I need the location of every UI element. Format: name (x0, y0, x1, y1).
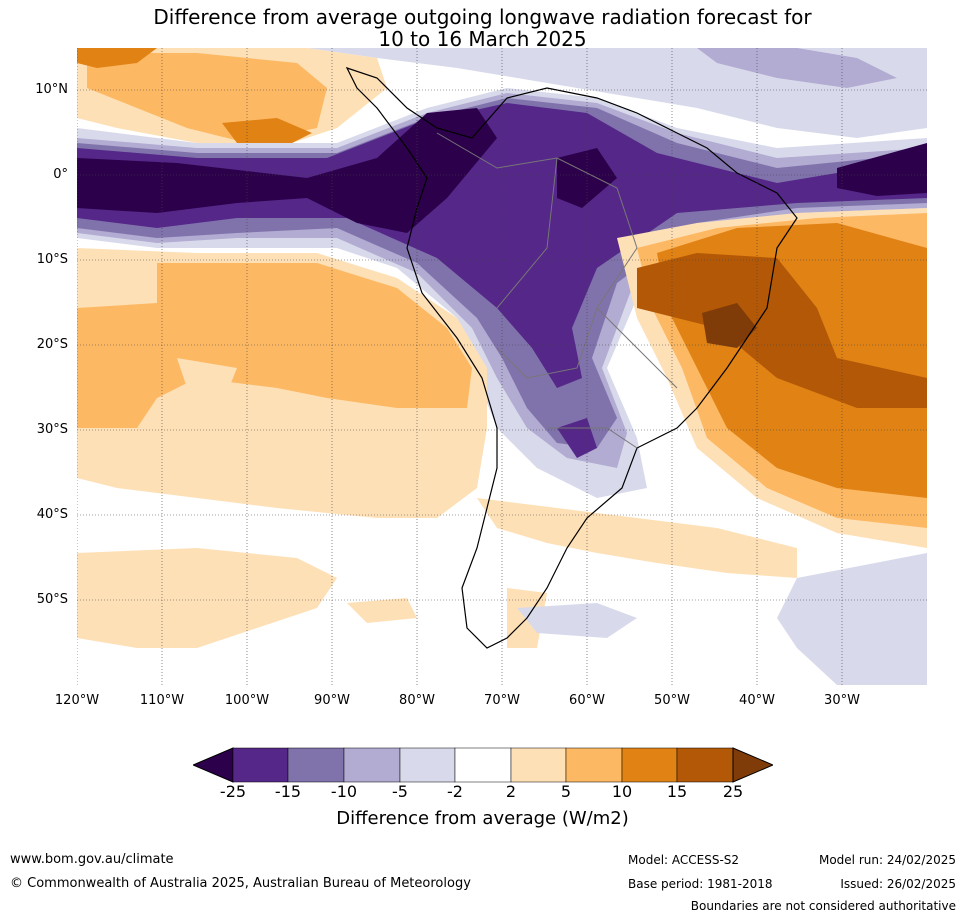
colorbar-tick-m15: -15 (274, 782, 302, 801)
olr-anomaly-map (77, 48, 927, 685)
lon-label-100w: 100°W (224, 693, 270, 708)
colorbar-tick-25: 25 (722, 782, 744, 801)
footer-base-period: Base period: 1981-2018 (628, 877, 773, 891)
colorbar-bin-4 (399, 747, 456, 783)
colorbar-bin-2 (287, 747, 345, 783)
south-america-coastline (345, 66, 798, 649)
colorbar-extend-max (732, 747, 775, 783)
colorbar-tick-m2: -2 (447, 782, 463, 801)
lon-label-110w: 110°W (139, 693, 185, 708)
colorbar-bin-8 (621, 747, 678, 783)
southern-positive-1 (77, 548, 337, 648)
colorbar-extend-min (191, 747, 234, 783)
brazil-positive-peak (702, 303, 757, 348)
lat-label-40s: 40°S (36, 507, 68, 522)
footer-url[interactable]: www.bom.gov.au/climate (10, 852, 174, 867)
lat-label-50s: 50°S (36, 592, 68, 607)
colorbar-title: Difference from average (W/m2) (336, 808, 629, 829)
lat-label-30s: 30°S (36, 422, 68, 437)
brazil-positive-core (637, 253, 927, 408)
footer-issued: Issued: 26/02/2025 (840, 877, 956, 891)
lon-label-90w: 90°W (314, 693, 350, 708)
sepac-positive-mid (77, 263, 472, 428)
graticule (77, 48, 927, 685)
map-title-line2: 10 to 16 March 2025 (378, 27, 587, 51)
colorbar-tick-m5: -5 (392, 782, 408, 801)
colorbar-tick-5: 5 (560, 782, 572, 801)
lat-label-10n: 10°N (35, 82, 68, 97)
footer-disclaimer: Boundaries are not considered authoritat… (690, 899, 956, 913)
southatl-positive (477, 498, 797, 578)
equatorial-negative-core (77, 108, 497, 233)
colorbar-tick-2: 2 (505, 782, 517, 801)
lon-label-60w: 60°W (569, 693, 605, 708)
colorbar-bin-1 (232, 747, 289, 783)
colorbar (191, 747, 775, 807)
lat-label-20s: 20°S (36, 337, 68, 352)
colorbar-bin-9 (676, 747, 734, 783)
map-title-line1: Difference from average outgoing longwav… (153, 5, 812, 29)
north-negative-core (697, 48, 897, 88)
colorbar-tick-10: 10 (611, 782, 633, 801)
sepac-gap (177, 358, 237, 393)
lon-label-120w: 120°W (54, 693, 100, 708)
lon-label-40w: 40°W (739, 693, 775, 708)
northwest-positive-core (222, 118, 312, 143)
colorbar-bin-7 (565, 747, 623, 783)
atlantic-negative-core (837, 143, 927, 196)
colorbar-bin-5 (454, 747, 512, 783)
lat-label-0: 0° (53, 167, 68, 182)
lon-label-80w: 80°W (399, 693, 435, 708)
lat-label-10s: 10°S (36, 252, 68, 267)
southern-negative-1 (777, 553, 927, 685)
colorbar-tick-15: 15 (666, 782, 688, 801)
equatorial-negative-inner3 (77, 103, 927, 388)
footer-model: Model: ACCESS-S2 (628, 853, 740, 867)
lon-label-70w: 70°W (484, 693, 520, 708)
lon-label-30w: 30°W (824, 693, 860, 708)
footer-copyright: © Commonwealth of Australia 2025, Austra… (10, 876, 471, 891)
northwest-positive-core2 (77, 48, 157, 68)
southern-positive-2 (347, 598, 417, 623)
colorbar-bin-6 (510, 747, 567, 783)
country-borders (436, 132, 678, 449)
lon-label-50w: 50°W (654, 693, 690, 708)
colorbar-bin-3 (343, 747, 401, 783)
colorbar-tick-m10: -10 (330, 782, 358, 801)
colorbar-tick-m25: -25 (219, 782, 247, 801)
footer-model-run: Model run: 24/02/2025 (818, 853, 956, 867)
southern-negative-2 (517, 603, 637, 638)
